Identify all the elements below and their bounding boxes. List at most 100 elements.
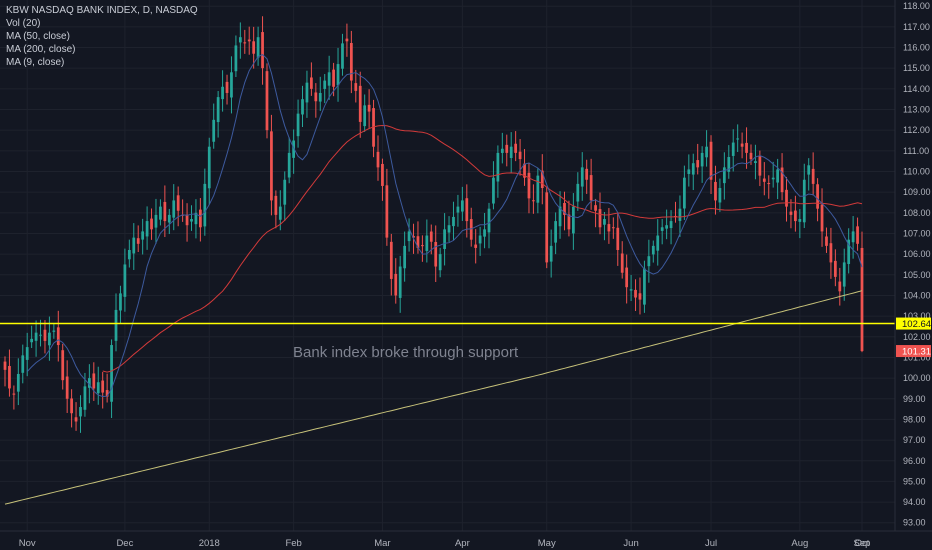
candle-body (105, 390, 109, 397)
candle-body (576, 183, 580, 202)
candle-body (851, 231, 855, 243)
x-tick-label: Oct (855, 538, 870, 549)
candle-body (740, 143, 744, 147)
y-tick-label: 117.00 (903, 22, 930, 32)
candle-body (594, 205, 597, 211)
candle-body (500, 148, 504, 153)
candle-body (43, 329, 47, 341)
candle-body (625, 267, 629, 288)
candle-body (820, 204, 824, 232)
candle-body (16, 373, 20, 392)
candle-body (123, 264, 127, 297)
support-price-badge (896, 317, 931, 330)
candle-body (651, 245, 655, 255)
candle-body (794, 210, 797, 222)
candle-body (762, 178, 766, 182)
y-tick-label: 110.00 (903, 166, 930, 176)
x-tick-label: Dec (116, 538, 133, 549)
candle-body (589, 175, 593, 201)
candle-body (847, 239, 851, 265)
y-tick-label: 109.00 (903, 187, 931, 197)
candle-body (238, 37, 242, 43)
candle-body (691, 163, 695, 175)
x-tick-label: Jun (623, 538, 638, 549)
candle-body (252, 41, 256, 54)
candle-body (167, 214, 171, 223)
y-tick-label: 107.00 (903, 228, 931, 238)
candle-body (412, 236, 415, 238)
candle-body (136, 238, 140, 244)
price-axis-background (895, 0, 932, 550)
candle-body (514, 143, 518, 153)
candle-body (87, 378, 91, 388)
candle-body (159, 206, 162, 220)
candle-body (665, 225, 668, 229)
candle-body (101, 380, 105, 393)
candle-body (65, 376, 69, 399)
candle-body (683, 177, 686, 209)
candle-body (585, 168, 589, 180)
candle-body (749, 152, 753, 160)
candle-body (287, 152, 291, 178)
candle-body (785, 189, 788, 207)
candle-body (30, 338, 34, 343)
candle-body (367, 104, 371, 112)
candle-body (580, 167, 584, 187)
candle-body (363, 105, 367, 127)
candle-body (150, 218, 153, 230)
candle-body (842, 262, 846, 287)
candle-body (767, 183, 771, 185)
candle-body (736, 138, 740, 140)
y-tick-label: 101.00 (903, 352, 931, 362)
candle-body (647, 256, 651, 267)
y-tick-label: 106.00 (903, 249, 931, 259)
candle-body (807, 165, 811, 175)
ma9-line (26, 54, 863, 398)
y-tick-label: 103.00 (903, 311, 931, 321)
candle-body (207, 146, 211, 189)
candle-body (816, 184, 819, 209)
candle-body (540, 170, 544, 189)
candle-body (3, 361, 7, 370)
chart-legend: KBW NASDAQ BANK INDEX, D, NASDAQ Vol (20… (6, 4, 198, 69)
candle-body (389, 241, 393, 279)
candle-body (270, 131, 273, 201)
y-tick-label: 99.00 (903, 394, 926, 404)
candle-body (327, 72, 331, 86)
candle-body (660, 227, 664, 231)
candle-body (421, 245, 424, 247)
candle-body (394, 273, 398, 296)
candle-body (385, 185, 389, 238)
candle-body (274, 195, 278, 215)
candle-body (243, 42, 247, 44)
candle-body (119, 293, 122, 311)
legend-title: KBW NASDAQ BANK INDEX, D, NASDAQ (6, 5, 198, 16)
candle-body (563, 203, 566, 215)
last-price-badge (896, 345, 931, 358)
candle-body (709, 141, 713, 180)
candle-body (758, 156, 762, 176)
candle-body (722, 167, 726, 184)
candle-body (185, 214, 189, 226)
candle-body (154, 214, 158, 228)
candle-body (234, 45, 238, 72)
candle-body (256, 37, 260, 58)
last-price-label: 101.31 (902, 347, 931, 358)
candle-body (780, 167, 784, 193)
y-tick-label: 105.00 (903, 270, 931, 280)
candle-body (611, 227, 615, 229)
y-tick-label: 93.00 (903, 518, 926, 528)
candle-body (92, 373, 96, 389)
candle-body (603, 219, 606, 225)
legend-indicator-ma50: MA (50, close) (6, 31, 70, 42)
legend-indicator-ma200: MA (200, close) (6, 44, 76, 55)
candle-body (443, 229, 446, 249)
annotation-text: Bank index broke through support (293, 344, 519, 361)
y-tick-label: 104.00 (903, 290, 931, 300)
candle-body (860, 247, 864, 352)
candle-body (292, 140, 296, 158)
candle-body (571, 206, 575, 234)
candle-body (465, 198, 469, 222)
candle-body (527, 172, 531, 199)
candle-body (212, 119, 216, 142)
